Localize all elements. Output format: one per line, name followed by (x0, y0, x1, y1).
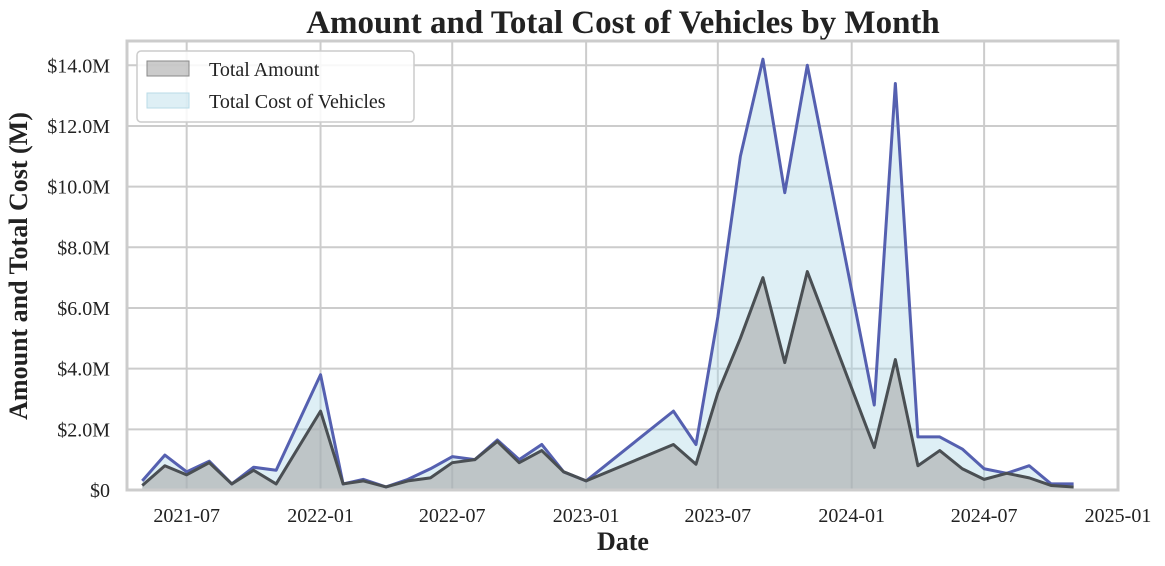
x-tick-label: 2025-01 (1085, 505, 1152, 527)
y-tick-label: $0 (90, 480, 110, 502)
plot-areas (142, 59, 1074, 491)
y-tick-label: $14.0M (47, 55, 110, 77)
y-axis-label: Amount and Total Cost (M) (4, 112, 33, 420)
x-axis-label: Date (597, 527, 649, 556)
y-tick-label: $12.0M (47, 116, 110, 138)
y-tick-label: $8.0M (57, 237, 110, 259)
x-tick-label: 2023-01 (553, 505, 620, 527)
plot-lines (141, 57, 1074, 489)
y-tick-label: $2.0M (57, 419, 110, 441)
legend-box (136, 50, 415, 123)
x-tick-label: 2021-07 (153, 505, 220, 527)
chart-title: Amount and Total Cost of Vehicles by Mon… (306, 5, 940, 41)
y-tick-label: $6.0M (57, 298, 110, 320)
axes (125, 39, 1120, 492)
total-cost-area (142, 59, 1074, 491)
y-tick-label: $4.0M (57, 359, 110, 381)
legend: Total Amount Total Cost of Vehicles (136, 50, 415, 123)
x-tick-label: 2024-01 (818, 505, 885, 527)
legend-label-total-amount: Total Amount (209, 59, 320, 81)
y-tick-label: $10.0M (47, 177, 110, 199)
total-amount-area (142, 271, 1074, 490)
total-amount-line (141, 270, 1074, 489)
tick-labels: $0 $2.0M $4.0M $6.0M $8.0M $10.0M $12.0M $14.0M… (47, 55, 1151, 527)
legend-swatch-total-amount (146, 60, 190, 77)
legend-label-total-cost: Total Cost of Vehicles (209, 91, 386, 113)
legend-swatch-total-cost (146, 92, 190, 109)
plot-frame (125, 39, 1120, 492)
x-tick-label: 2024-07 (951, 505, 1018, 527)
x-tick-label: 2023-07 (684, 505, 751, 527)
x-tick-label: 2022-07 (419, 505, 486, 527)
total-cost-line (141, 57, 1074, 489)
x-tick-label: 2022-01 (287, 505, 354, 527)
